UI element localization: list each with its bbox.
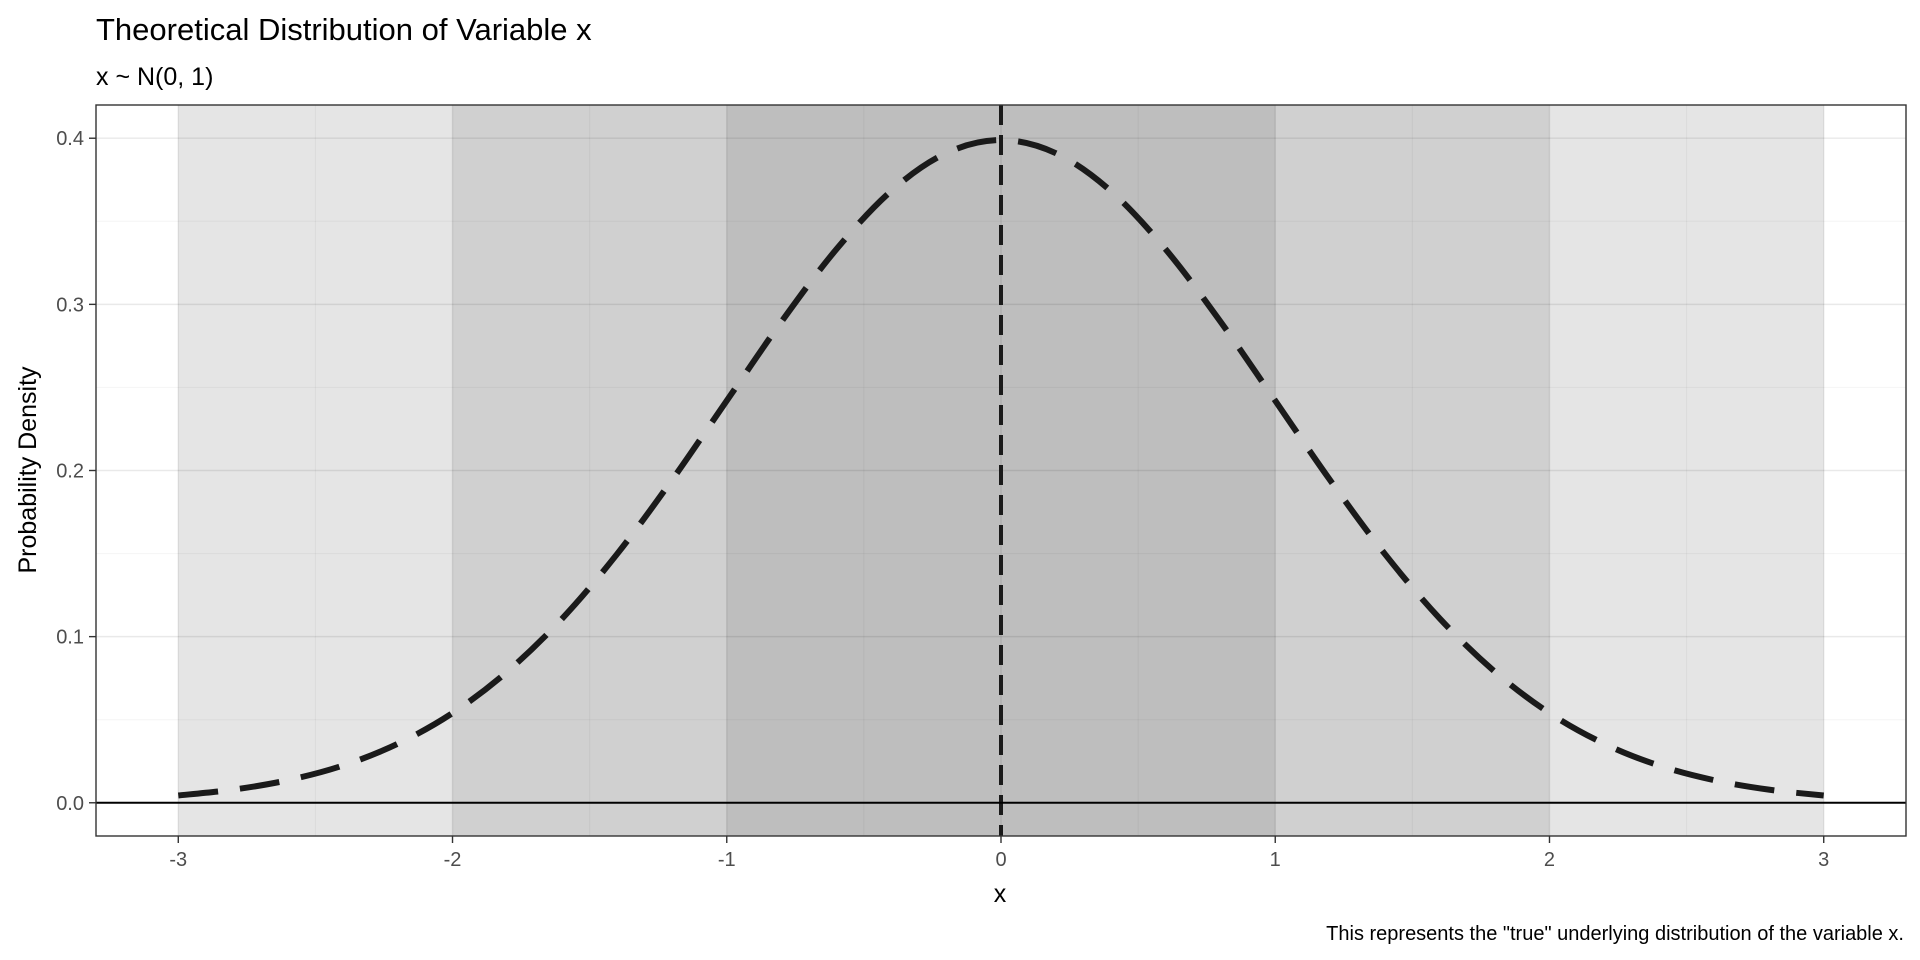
x-axis-title: x xyxy=(994,880,1007,908)
density-curve-line xyxy=(177,137,1825,799)
y-tick-label-2: 0.2 xyxy=(56,461,84,483)
y-tick-label-4: 0.4 xyxy=(56,128,84,150)
chart-caption: This represents the "true" underlying di… xyxy=(1326,923,1904,945)
x-tick-label-1: -2 xyxy=(444,849,462,871)
y-tick-label-3: 0.3 xyxy=(56,294,84,316)
x-tick-label-0: -3 xyxy=(169,849,187,871)
chart-subtitle: x ~ N(0, 1) xyxy=(96,63,213,91)
x-tick-label-4: 1 xyxy=(1270,849,1281,871)
chart-title: Theoretical Distribution of Variable x xyxy=(96,12,592,47)
x-tick-label-3: 0 xyxy=(995,849,1006,871)
y-axis-title: Probability Density xyxy=(14,366,42,574)
y-tick-label-0: 0.0 xyxy=(56,793,84,815)
plot-area: -3 -2 -1 0 1 2 3 0.0 0.1 0.2 0.3 0.4 xyxy=(56,104,1907,871)
x-tick-label-2: -1 xyxy=(718,849,736,871)
x-tick-label-6: 3 xyxy=(1818,849,1829,871)
y-tick-label-1: 0.1 xyxy=(56,627,84,649)
x-tick-label-5: 2 xyxy=(1544,849,1555,871)
